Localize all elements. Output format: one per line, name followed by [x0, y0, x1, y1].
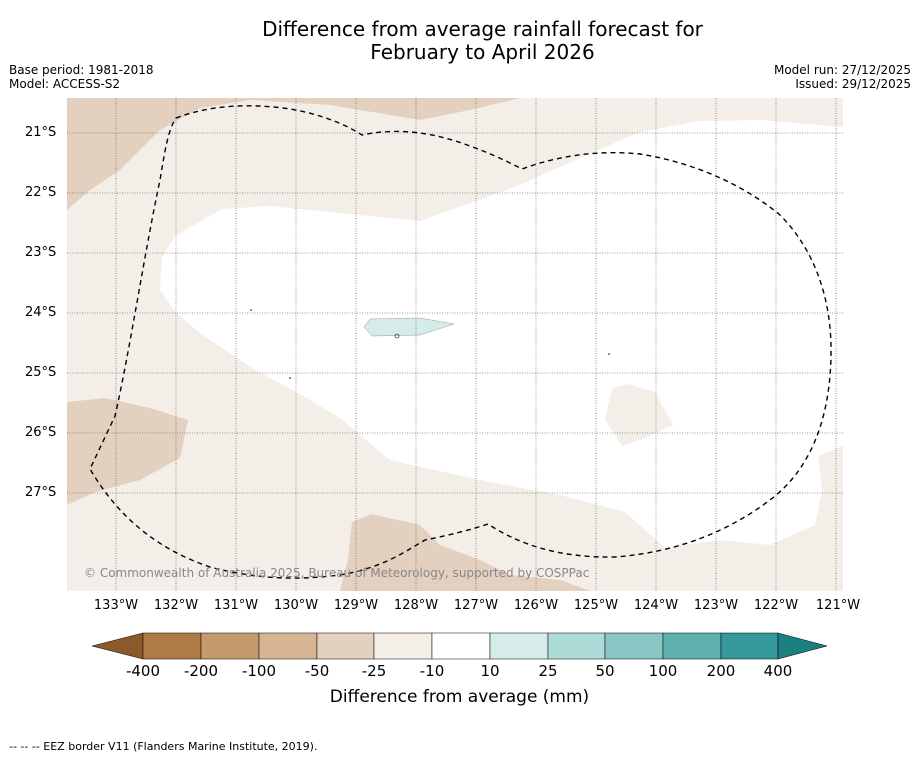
colorbar-label: -10	[419, 662, 445, 680]
x-tick-label: 131°W	[213, 598, 259, 613]
x-tick-label: 133°W	[93, 598, 139, 613]
colorbar-label: -50	[304, 662, 330, 680]
x-tick-label: 121°W	[815, 598, 861, 613]
x-tick-label: 123°W	[693, 598, 739, 613]
colorbar-label: -200	[183, 662, 219, 680]
issued-date: Issued: 29/12/2025	[795, 77, 911, 91]
colorbar-right-arrow	[777, 632, 828, 660]
artifact-dot-2	[289, 377, 291, 379]
title-line-2: February to April 2026	[370, 40, 595, 64]
grid-lines	[67, 98, 843, 591]
colorbar-label: 50	[595, 662, 615, 680]
x-tick-label: 124°W	[633, 598, 679, 613]
meta-left: Base period: 1981-2018 Model: ACCESS-S2	[9, 63, 154, 91]
x-tick-label: 122°W	[753, 598, 799, 613]
colorbar-segment-2	[200, 632, 260, 660]
x-tick-label: 125°W	[573, 598, 619, 613]
eez-border	[89, 105, 832, 579]
near-normal-region	[160, 120, 843, 548]
artifact-circle	[394, 333, 400, 339]
colorbar	[91, 632, 828, 660]
map-area	[67, 98, 843, 591]
y-tick-label: 27°S	[25, 485, 57, 500]
base-period: Base period: 1981-2018	[9, 63, 154, 77]
colorbar-segment-5	[373, 632, 433, 660]
y-tick-label: 23°S	[25, 245, 57, 260]
model-run: Model run: 27/12/2025	[773, 63, 911, 77]
artifact-dot-1	[250, 309, 252, 311]
colorbar-segment-11	[720, 632, 779, 660]
colorbar-label: -100	[241, 662, 277, 680]
colorbar-segment-7	[489, 632, 549, 660]
artifact-dot-3	[608, 353, 610, 355]
wet-patch	[363, 317, 455, 337]
chart-title: Difference from average rainfall forecas…	[0, 18, 919, 64]
y-tick-label: 21°S	[25, 125, 57, 140]
x-tick-label: 130°W	[273, 598, 319, 613]
colorbar-label: 25	[538, 662, 558, 680]
x-tick-label: 132°W	[153, 598, 199, 613]
colorbar-segment-8	[547, 632, 606, 660]
colorbar-segment-10	[662, 632, 722, 660]
colorbar-label: -400	[125, 662, 161, 680]
x-tick-label: 126°W	[513, 598, 559, 613]
y-tick-label: 25°S	[25, 365, 57, 380]
y-tick-label: 22°S	[25, 185, 57, 200]
title-line-1: Difference from average rainfall forecas…	[262, 17, 703, 41]
dry-patch-south	[340, 514, 590, 591]
colorbar-segment-4	[316, 632, 375, 660]
y-tick-label: 24°S	[25, 305, 57, 320]
colorbar-label: 200	[706, 662, 736, 680]
colorbar-label: -25	[361, 662, 387, 680]
colorbar-segment-1	[142, 632, 202, 660]
footer-note: -- -- -- EEZ border V11 (Flanders Marine…	[9, 740, 318, 753]
x-tick-label: 127°W	[453, 598, 499, 613]
colorbar-left-arrow	[91, 632, 144, 660]
colorbar-title: Difference from average (mm)	[329, 687, 590, 707]
dry-patch-west	[67, 398, 188, 505]
y-tick-label: 26°S	[25, 425, 57, 440]
copyright-notice: © Commonwealth of Australia 2025, Bureau…	[84, 566, 590, 580]
dry-patch-northwest	[67, 98, 520, 210]
colorbar-segment-9	[604, 632, 664, 660]
colorbar-label: 100	[648, 662, 678, 680]
x-tick-label: 129°W	[333, 598, 379, 613]
meta-right: Model run: 27/12/2025 Issued: 29/12/2025	[774, 63, 911, 91]
colorbar-segment-6	[431, 632, 491, 660]
colorbar-label: 400	[763, 662, 793, 680]
colorbar-segment-3	[258, 632, 318, 660]
model-name: Model: ACCESS-S2	[9, 77, 121, 91]
x-tick-label: 128°W	[393, 598, 439, 613]
colorbar-label: 10	[480, 662, 500, 680]
